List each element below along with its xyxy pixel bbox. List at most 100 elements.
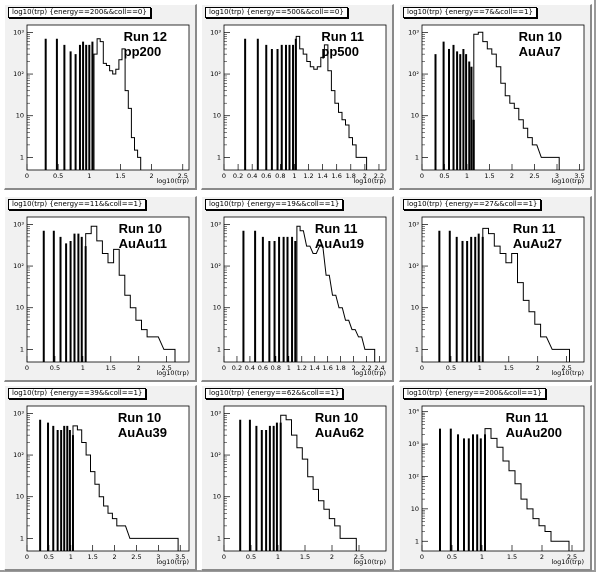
x-tick-label: 1.5	[507, 553, 517, 561]
plot-area	[422, 406, 584, 551]
y-tick-label: 1	[217, 153, 221, 161]
run-label-line: pp200	[123, 44, 162, 59]
histogram-pad: 1 10 10² 10³ 10⁴ 0 0.5 1 1.5 2 2.5 log10(trp) {ener…	[399, 385, 592, 571]
histogram-pad: 1 10 10² 10³ 0 0.2 0.4 0.6 0.8 1 1.2 1.4 1.6 1.8 2 2.2 l…	[201, 4, 394, 190]
x-tick-label: 1	[87, 172, 91, 180]
y-tick-label: 1	[415, 153, 419, 161]
y-tick-label: 10	[213, 304, 221, 312]
y-tick-label: 10²	[408, 70, 419, 78]
run-label: Run 11 AuAu19	[315, 221, 364, 251]
x-tick-label: 1.4	[317, 172, 327, 180]
y-tick-label: 1	[415, 345, 419, 353]
run-label-line: pp500	[321, 44, 359, 59]
y-tick-label: 10³	[408, 28, 419, 36]
x-tick-label: 2.5	[178, 172, 188, 180]
y-tick-label: 10	[213, 493, 221, 501]
x-tick-label: 0.5	[44, 553, 54, 561]
x-tick-label: 0.6	[261, 172, 271, 180]
x-axis-title: log10(trp)	[156, 177, 189, 185]
plot-area	[27, 25, 189, 170]
histogram-line	[280, 414, 357, 551]
x-tick-label: 2.5	[131, 553, 141, 561]
x-tick-label: 1.5	[504, 364, 514, 372]
x-tick-label: 0.4	[245, 364, 255, 372]
run-label-line: Run 11	[505, 410, 549, 425]
histogram-line	[85, 225, 176, 362]
x-tick-label: 1.2	[303, 172, 313, 180]
x-tick-label: 2.5	[561, 364, 571, 372]
x-tick-label: 2.2	[361, 364, 371, 372]
y-tick-label: 10³	[13, 220, 24, 228]
x-tick-label: 0	[25, 172, 29, 180]
histogram-title: log10(trp) {energy==11&&coll==1}	[8, 199, 147, 210]
y-tick-label: 1	[415, 537, 419, 545]
x-tick-label: 2	[112, 553, 116, 561]
run-label-line: AuAu11	[118, 236, 167, 251]
y-tick-label: 1	[217, 534, 221, 542]
x-tick-label: 0	[420, 172, 424, 180]
x-tick-label: 2	[540, 553, 544, 561]
x-tick-label: 0.2	[232, 364, 242, 372]
x-axis-title: log10(trp)	[551, 369, 584, 377]
x-tick-label: 2.5	[567, 553, 577, 561]
histogram-title: log10(trp) {energy==200&&coll==1}	[403, 388, 546, 399]
histogram-svg: 1 10 10² 10³ 0 0.5 1 1.5 2 2.5	[13, 24, 190, 180]
histogram-title: log10(trp) {energy==200&&coll==0}	[8, 7, 151, 18]
histogram-line	[93, 38, 142, 170]
y-tick-label: 10³	[408, 220, 419, 228]
histogram-pad: 1 10 10² 10³ 0 0.5 1 1.5 2 2.5 log10(trp) {energy=…	[399, 196, 592, 382]
histogram-line	[484, 428, 570, 551]
x-tick-label: 0.4	[247, 172, 257, 180]
y-tick-label: 10²	[13, 262, 24, 270]
x-tick-label: 1.5	[115, 172, 125, 180]
run-label-line: AuAu7	[518, 44, 561, 59]
plot-frame	[421, 24, 585, 171]
y-tick-label: 10³	[210, 220, 221, 228]
run-label: Run 10 AuAu62	[315, 410, 364, 440]
x-tick-label: 2	[137, 364, 141, 372]
plot-frame	[421, 405, 585, 552]
x-tick-label: 1.6	[323, 364, 333, 372]
x-tick-label: 0.5	[50, 364, 60, 372]
x-axis-title: log10(trp)	[551, 177, 584, 185]
histogram-svg: 1 10 10² 10³ 0 0.5 1 1.5 2 2.5	[408, 216, 585, 372]
run-label: Run 11 AuAu200	[506, 410, 562, 440]
y-tick-label: 10²	[408, 262, 419, 270]
y-tick-label: 10³	[210, 409, 221, 417]
run-label-line: Run 11	[321, 29, 364, 44]
x-tick-label: 0.5	[53, 172, 63, 180]
y-tick-label: 10³	[210, 28, 221, 36]
histogram-line	[296, 225, 376, 362]
x-tick-label: 0	[25, 364, 29, 372]
x-tick-label: 0	[25, 553, 29, 561]
histogram-line	[72, 425, 179, 551]
x-axis-title: log10(trp)	[551, 558, 584, 566]
x-tick-label: 1.5	[88, 553, 98, 561]
run-label: Run 10 AuAu39	[118, 410, 167, 440]
x-tick-label: 1	[292, 172, 296, 180]
y-tick-label: 10³	[13, 28, 24, 36]
x-tick-label: 0.5	[446, 364, 456, 372]
histogram-pad: 1 10 10² 10³ 0 0.5 1 1.5 2 2.5 log10(trp) {energy=…	[4, 196, 197, 382]
x-tick-label: 1.4	[310, 364, 320, 372]
y-tick-label: 10	[411, 505, 419, 513]
y-tick-label: 10	[411, 304, 419, 312]
x-tick-label: 1	[276, 553, 280, 561]
plot-frame	[421, 216, 585, 363]
histogram-title: log10(trp) {energy==500&&coll==0}	[205, 7, 348, 18]
x-tick-label: 1	[69, 553, 73, 561]
histogram-svg: 1 10 10² 10³ 0 0.2 0.4 0.6 0.8 1 1.2 1.4 1.6 1.8 2 2.2 2…	[210, 216, 387, 372]
run-label-line: Run 10	[314, 410, 359, 425]
x-axis-title: log10(trp)	[156, 369, 189, 377]
y-tick-label: 1	[20, 534, 24, 542]
histogram-svg: 1 10 10² 10³ 0 0.5 1 1.5 2 2.5 3 3.5	[13, 405, 190, 561]
x-tick-label: 2.5	[354, 553, 364, 561]
y-tick-label: 1	[20, 153, 24, 161]
run-label: Run 12 pp200	[124, 29, 167, 59]
x-tick-label: 3.5	[574, 172, 584, 180]
histogram-title: log10(trp) {energy==27&&coll==1}	[403, 199, 542, 210]
run-label-line: Run 11	[512, 221, 556, 236]
run-label-line: Run 10	[117, 410, 162, 425]
run-label-line: AuAu200	[505, 425, 562, 440]
x-axis-title: log10(trp)	[353, 369, 386, 377]
